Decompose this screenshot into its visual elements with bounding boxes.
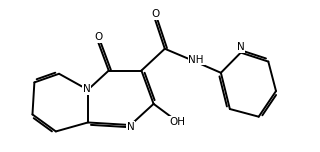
Text: O: O xyxy=(151,9,159,19)
Text: O: O xyxy=(94,32,103,42)
Text: OH: OH xyxy=(169,117,185,127)
Text: N: N xyxy=(127,122,134,132)
Text: N: N xyxy=(83,84,91,94)
Text: NH: NH xyxy=(188,55,204,65)
Text: N: N xyxy=(237,42,244,52)
